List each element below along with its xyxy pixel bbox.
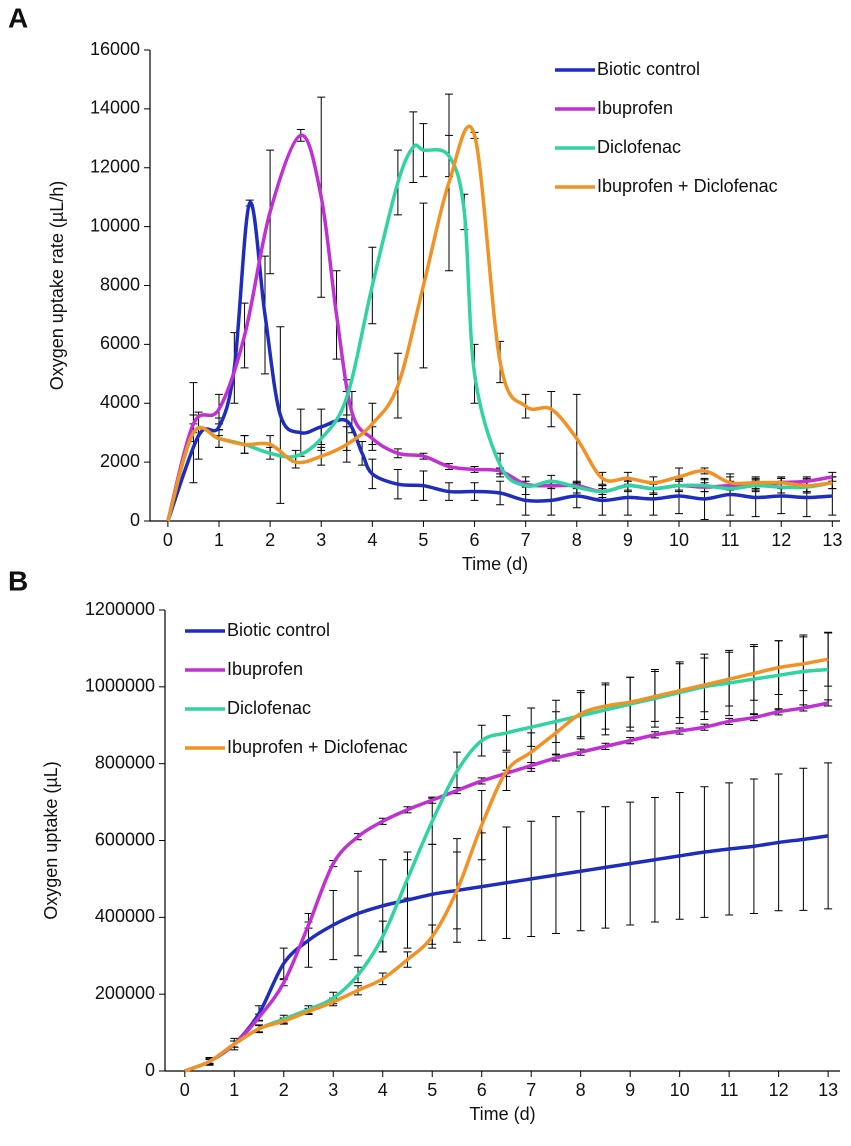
x-tick-label: 7 <box>521 530 531 550</box>
series-line <box>184 667 829 1073</box>
x-tick-label: 2 <box>265 530 275 550</box>
x-axis-label: Time (d) <box>469 1104 535 1124</box>
x-tick-label: 7 <box>526 1080 536 1100</box>
panel-label: A <box>8 2 28 33</box>
y-tick-label: 2000 <box>100 451 140 471</box>
x-tick-label: 13 <box>818 1080 838 1100</box>
y-tick-label: 12000 <box>90 157 140 177</box>
x-tick-label: 3 <box>328 1080 338 1100</box>
x-tick-label: 2 <box>279 1080 289 1100</box>
x-tick-label: 9 <box>625 1080 635 1100</box>
x-tick-label: 11 <box>721 530 740 550</box>
x-tick-label: 12 <box>771 530 791 550</box>
x-tick-label: 5 <box>418 530 428 550</box>
y-axis-label: Oxygen uptake rate (µL/h) <box>47 181 67 390</box>
x-tick-label: 11 <box>720 1080 739 1100</box>
x-tick-label: 10 <box>669 530 689 550</box>
y-tick-label: 14000 <box>90 98 140 118</box>
x-axis-label: Time (d) <box>462 554 528 574</box>
y-tick-label: 200000 <box>95 983 155 1003</box>
legend-label: Diclofenac <box>597 137 681 157</box>
series-line <box>184 834 829 1073</box>
x-tick-label: 1 <box>229 1080 239 1100</box>
x-tick-label: 1 <box>214 530 224 550</box>
legend-label: Diclofenac <box>227 698 311 718</box>
legend-label: Biotic control <box>597 59 700 79</box>
x-tick-label: 0 <box>163 530 173 550</box>
x-tick-label: 10 <box>670 1080 690 1100</box>
x-tick-label: 6 <box>470 530 480 550</box>
y-tick-label: 10000 <box>90 215 140 235</box>
y-tick-label: 400000 <box>95 906 155 926</box>
y-tick-label: 0 <box>145 1060 155 1080</box>
panel-label: B <box>8 565 28 596</box>
y-tick-label: 4000 <box>100 392 140 412</box>
y-axis-label: Oxygen uptake (µL) <box>41 761 61 919</box>
x-tick-label: 8 <box>572 530 582 550</box>
x-tick-label: 13 <box>822 530 842 550</box>
legend-label: Biotic control <box>227 620 330 640</box>
y-tick-label: 1200000 <box>85 599 155 619</box>
y-tick-label: 0 <box>130 510 140 530</box>
y-tick-label: 600000 <box>95 829 155 849</box>
x-tick-label: 9 <box>623 530 633 550</box>
x-tick-label: 3 <box>316 530 326 550</box>
x-tick-label: 12 <box>769 1080 789 1100</box>
y-tick-label: 8000 <box>100 274 140 294</box>
legend-label: Ibuprofen <box>597 98 673 118</box>
x-tick-label: 5 <box>427 1080 437 1100</box>
x-tick-label: 4 <box>378 1080 388 1100</box>
series-line <box>166 200 833 522</box>
y-tick-label: 800000 <box>95 752 155 772</box>
legend-label: Ibuprofen + Diclofenac <box>227 737 408 757</box>
series-line <box>184 657 829 1073</box>
x-tick-label: 6 <box>477 1080 487 1100</box>
x-tick-label: 4 <box>367 530 377 550</box>
legend-label: Ibuprofen <box>227 659 303 679</box>
y-tick-label: 16000 <box>90 39 140 59</box>
y-tick-label: 1000000 <box>85 676 155 696</box>
legend-label: Ibuprofen + Diclofenac <box>597 176 778 196</box>
series-line <box>166 124 833 522</box>
y-tick-label: 6000 <box>100 333 140 353</box>
x-tick-label: 0 <box>180 1080 190 1100</box>
x-tick-label: 8 <box>576 1080 586 1100</box>
